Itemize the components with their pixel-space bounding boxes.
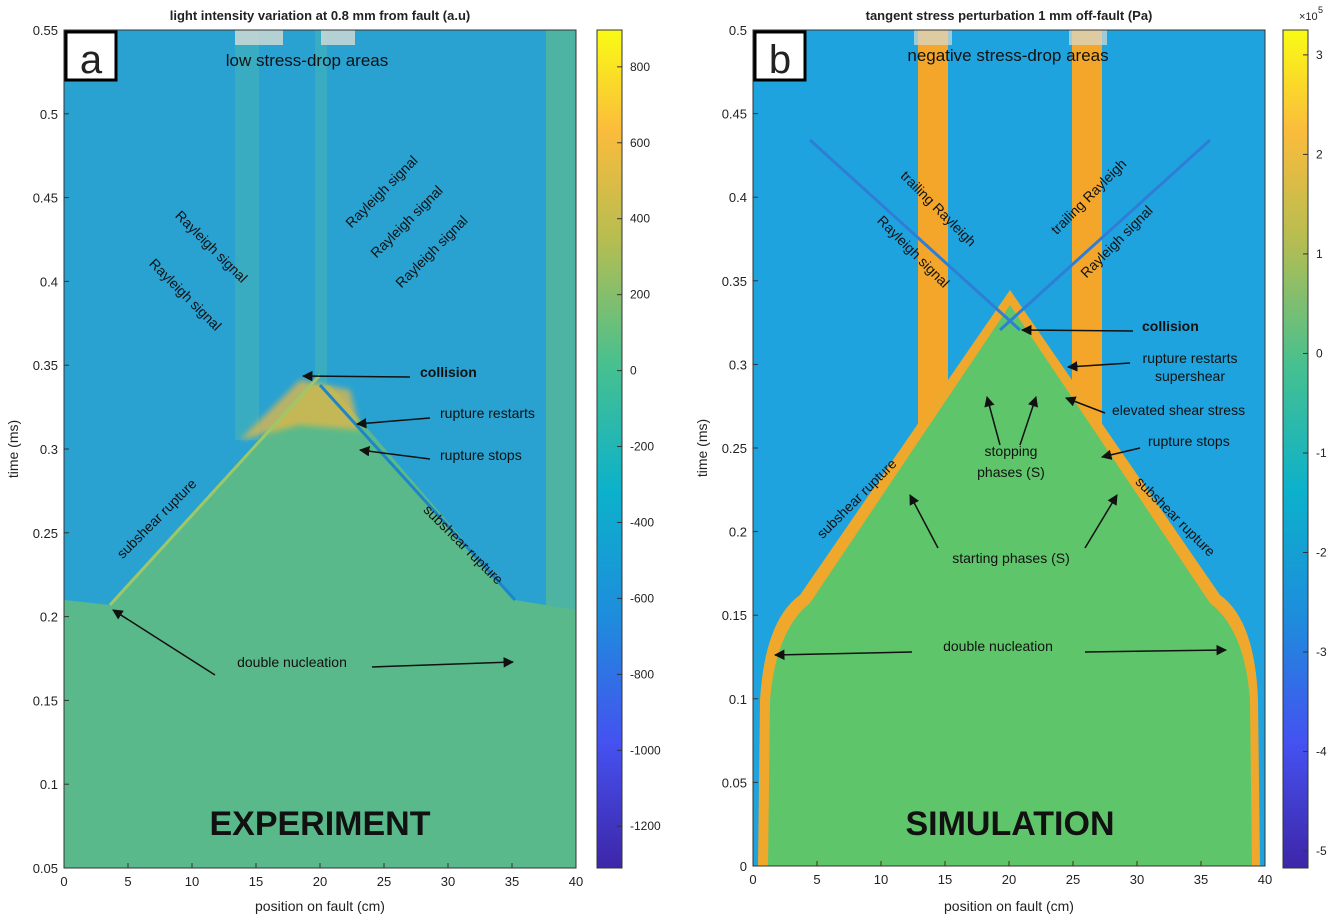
heatmap-a [64,30,576,868]
x-axis-label: position on fault (cm) [255,898,385,914]
x-tick-label: 25 [1066,872,1080,887]
x-tick-label: 10 [874,872,888,887]
colorbar-scale-exponent: 5 [1318,5,1323,15]
annotation: rupture stops [440,447,522,463]
annotation: elevated shear stress [1112,402,1245,418]
annotation: rupture stops [1148,433,1230,449]
colorbar-tick-label: -1000 [630,743,661,757]
y-tick-label: 0 [740,859,747,874]
annotation: rupture restarts [440,405,535,421]
panel-label-box [753,30,807,82]
x-tick-label: 35 [505,874,519,889]
colorbar-tick-label: 200 [630,288,650,302]
x-tick-label: 5 [124,874,131,889]
y-tick-label: 0.25 [722,441,747,456]
y-tick-label: 0.3 [729,357,747,372]
chart-title: tangent stress perturbation 1 mm off-fau… [866,8,1153,23]
annotation: double nucleation [943,638,1053,654]
annotation: collision [1142,318,1199,334]
colorbar-tick-label: -200 [630,440,654,454]
y-tick-label: 0.4 [40,274,58,289]
x-tick-label: 0 [749,872,756,887]
colorbar-tick-label: 0 [630,364,637,378]
x-tick-label: 20 [1002,872,1016,887]
y-tick-label: 0.45 [33,191,58,206]
annotation: EXPERIMENT [209,805,430,843]
panel-label-box [64,30,118,82]
y-tick-label: 0.3 [40,442,58,457]
colorbar-tick-label: -4 [1316,745,1327,759]
y-tick-label: 0.35 [33,358,58,373]
colorbar-tick-label: -1200 [630,819,661,833]
y-tick-label: 0.55 [33,23,58,38]
colorbar-tick-label: -5 [1316,844,1327,858]
x-tick-label: 5 [813,872,820,887]
annotation: SIMULATION [905,805,1114,843]
colorbar-tick-label: 600 [630,136,650,150]
colorbar-tick-label: -2 [1316,546,1327,560]
colorbar-tick-label: 800 [630,60,650,74]
y-tick-label: 0.4 [729,190,747,205]
chart-title: light intensity variation at 0.8 mm from… [170,8,471,23]
colorbar-tick-label: -800 [630,667,654,681]
y-tick-label: 0.05 [722,775,747,790]
x-axis-label: position on fault (cm) [944,898,1074,914]
y-tick-label: 0.45 [722,107,747,122]
colorbar-scale: ×10 [1299,11,1318,23]
y-tick-label: 0.2 [729,525,747,540]
x-tick-label: 0 [60,874,67,889]
y-tick-label: 0.2 [40,610,58,625]
x-tick-label: 40 [569,874,583,889]
annotation: rupture restarts [1143,350,1238,366]
x-tick-label: 10 [185,874,199,889]
colorbar-tick-label: -600 [630,591,654,605]
panel-label: b [769,38,791,82]
colorbar-tick-label: 2 [1316,147,1323,161]
x-tick-label: 20 [313,874,327,889]
colorbar-tick-label: -1 [1316,446,1327,460]
y-tick-label: 0.35 [722,274,747,289]
y-tick-label: 0.5 [729,23,747,38]
x-tick-label: 40 [1258,872,1272,887]
x-tick-label: 30 [441,874,455,889]
colorbar-tick-label: 3 [1316,48,1323,62]
annotation: starting phases (S) [952,550,1070,566]
y-axis-label: time (ms) [694,419,710,477]
x-tick-label: 25 [377,874,391,889]
annotation: collision [420,364,477,380]
annotation: low stress-drop areas [226,51,389,70]
x-tick-label: 30 [1130,872,1144,887]
arrows [112,324,1228,676]
colorbar-tick-label: -3 [1316,645,1327,659]
y-tick-label: 0.1 [729,692,747,707]
y-axis-label: time (ms) [5,420,21,478]
y-tick-label: 0.15 [722,608,747,623]
x-tick-label: 15 [938,872,952,887]
x-tick-label: 15 [249,874,263,889]
colorbar-tick-label: 0 [1316,346,1323,360]
y-tick-label: 0.25 [33,526,58,541]
colorbar [596,29,623,869]
annotation: stopping [985,443,1038,459]
annotation: supershear [1155,368,1225,384]
y-tick-label: 0.05 [33,861,58,876]
y-tick-label: 0.1 [40,777,58,792]
colorbar-tick-label: -400 [630,515,654,529]
annotation: negative stress-drop areas [907,46,1108,65]
colorbar-tick-label: 400 [630,212,650,226]
annotation: double nucleation [237,654,347,670]
colorbar [1282,29,1309,869]
y-tick-label: 0.5 [40,107,58,122]
x-tick-label: 35 [1194,872,1208,887]
y-tick-label: 0.15 [33,693,58,708]
heatmap-b [753,30,1265,866]
annotation: phases (S) [977,464,1045,480]
panel-label: a [80,38,103,82]
colorbar-tick-label: 1 [1316,247,1323,261]
